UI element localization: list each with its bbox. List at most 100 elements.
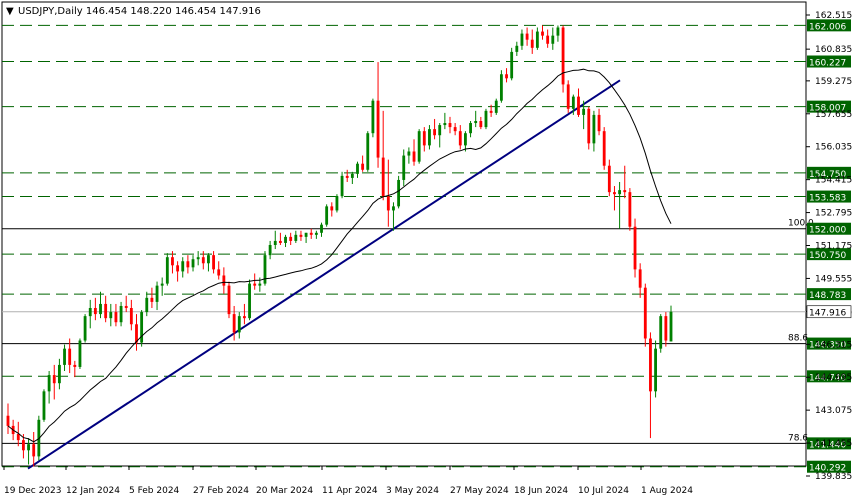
candle-body <box>638 269 642 288</box>
level-price-label: 162.006 <box>809 22 846 32</box>
candle-body <box>515 45 519 52</box>
candle-body <box>196 257 200 260</box>
level-price-label: 158.007 <box>809 104 846 114</box>
candle-body <box>582 108 586 115</box>
plot-frame <box>1 1 807 467</box>
candle-body <box>52 375 56 384</box>
candle-body <box>397 179 401 207</box>
time-tick-label: 27 May 2024 <box>450 486 509 496</box>
candle-body <box>104 303 108 319</box>
candle-body <box>299 234 303 237</box>
candle-body <box>546 35 550 44</box>
time-tick-label: 5 Feb 2024 <box>129 486 180 496</box>
level-price-tag <box>807 19 851 32</box>
time-tick-label: 12 Jan 2024 <box>66 486 120 496</box>
candle-body <box>433 129 436 136</box>
candle-body <box>263 255 267 284</box>
candle-body <box>386 196 390 211</box>
header-arrow-icon[interactable]: ▼ <box>6 6 14 17</box>
candle-body <box>201 257 205 264</box>
time-tick-label: 18 Jun 2024 <box>514 486 568 496</box>
candle-body <box>227 285 231 315</box>
candle-body <box>566 84 570 109</box>
time-tick-label: 27 Feb 2024 <box>193 486 249 496</box>
candle-body <box>556 27 560 36</box>
candle-body <box>633 226 637 270</box>
candle-body <box>458 131 462 146</box>
candle-body <box>114 312 118 323</box>
candle-body <box>340 175 344 197</box>
level-price-label: 141.440 <box>809 440 846 450</box>
candle-body <box>165 257 169 284</box>
candle-body <box>407 151 411 156</box>
candle-body <box>335 196 339 211</box>
candle-body <box>47 375 51 392</box>
candle-body <box>361 163 365 170</box>
candle-body <box>654 348 657 392</box>
level-price-tag <box>807 100 851 113</box>
level-price-label: 152.000 <box>809 226 846 236</box>
candle-body <box>464 133 467 146</box>
candle-body <box>376 100 380 158</box>
candle-body <box>628 192 632 227</box>
level-price-tag <box>807 437 851 450</box>
candle-body <box>119 305 123 323</box>
candle-body <box>176 265 180 272</box>
candle-body <box>494 100 498 113</box>
candle-body <box>520 33 524 46</box>
price-tick-label: 143.075 <box>815 406 852 416</box>
candle-body <box>232 314 236 333</box>
candle-body <box>428 129 431 146</box>
candle-body <box>68 348 72 365</box>
candle-body <box>417 131 421 162</box>
level-price-tag <box>807 166 851 179</box>
candle-body <box>32 444 36 457</box>
candle-body <box>88 308 92 317</box>
candle-body <box>155 285 159 302</box>
candle-body <box>309 232 313 235</box>
price-tick-label: 141.455 <box>815 439 852 449</box>
candle-body <box>489 110 493 113</box>
candle-body <box>551 35 555 44</box>
price-tick-label: 154.415 <box>815 176 852 186</box>
chart-header: ▼ USDJPY,Daily 146.454 148.220 146.454 1… <box>6 6 261 17</box>
candle-body <box>587 108 591 144</box>
candle-body <box>438 125 442 136</box>
candle-body <box>607 165 611 193</box>
level-price-tag <box>807 190 851 203</box>
candle-body <box>57 364 61 384</box>
candle-body <box>78 340 82 367</box>
candle-body <box>402 155 406 180</box>
uptrend-line[interactable] <box>27 79 621 470</box>
candle-body <box>561 27 565 85</box>
candle-body <box>191 259 195 268</box>
time-tick-label: 10 Jul 2024 <box>578 486 629 496</box>
candle-body <box>499 74 503 101</box>
candle-body <box>289 236 293 241</box>
candle-body <box>597 114 601 132</box>
level-price-label: 154.750 <box>809 170 846 180</box>
candle-body <box>392 206 395 211</box>
candle-body <box>42 391 46 420</box>
candle-body <box>27 444 30 451</box>
level-price-tag <box>807 460 851 473</box>
price-tick-label: 151.175 <box>815 242 852 252</box>
candle-body <box>212 255 215 270</box>
fib-labels: 100.0 88.6 78.6 <box>788 219 814 444</box>
candle-body <box>618 190 622 195</box>
candle-body <box>535 31 539 48</box>
level-price-tag <box>807 222 851 235</box>
candle-body <box>181 261 185 272</box>
candle-body <box>664 316 668 341</box>
candle-body <box>592 114 596 144</box>
level-price-label: 144.740 <box>809 373 846 383</box>
candle-body <box>366 133 370 170</box>
candle-body <box>150 297 154 302</box>
candle-body <box>577 96 580 115</box>
candle-body <box>623 190 627 193</box>
candle-body <box>109 312 113 319</box>
level-price-label: 150.750 <box>809 251 846 261</box>
candle-body <box>602 131 606 166</box>
level-price-tag <box>807 55 851 68</box>
